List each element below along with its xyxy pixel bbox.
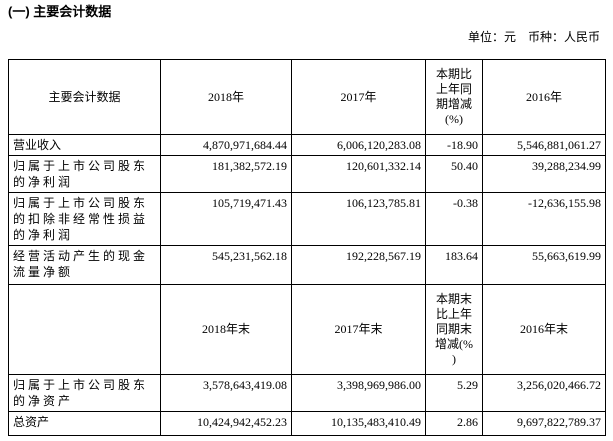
table-row-total-assets: 总资产 10,424,942,452.23 10,135,483,410.49 … <box>8 411 606 436</box>
value-2017-end: 3,398,969,986.00 <box>291 374 426 412</box>
header-end-change-pct: 本期末 比上年 同期末 增减(% ) <box>425 284 483 375</box>
table-row-net-profit: 归属于上市公司股东 的净利润 181,382,572.19 120,601,33… <box>8 155 606 193</box>
value-change-pct: 183.64 <box>425 245 483 285</box>
table-row-operating-revenue: 营业收入 4,870,971,684.44 6,006,120,283.08 -… <box>8 134 606 156</box>
header-change-pct: 本期比 上年同 期增减 (%) <box>425 59 483 135</box>
value-2017-end: 10,135,483,410.49 <box>291 411 426 436</box>
period-end-header-row: 2018年末 2017年末 本期末 比上年 同期末 增减(% ) 2016年末 <box>8 284 606 375</box>
value-2016-end: 9,697,822,789.37 <box>482 411 606 436</box>
value-2018: 545,231,562.18 <box>160 245 292 285</box>
value-change-pct: -0.38 <box>425 192 483 246</box>
header-2017: 2017年 <box>291 59 426 135</box>
value-2017: 106,123,785.81 <box>291 192 426 246</box>
table-row-net-profit-excl-nonrecurring: 归属于上市公司股东 的扣除非经常性损益 的净利润 105,719,471.43 … <box>8 192 606 246</box>
header-2018: 2018年 <box>160 59 292 135</box>
value-2017: 6,006,120,283.08 <box>291 134 426 156</box>
metric-label: 营业收入 <box>8 134 161 156</box>
header-metric-label-empty <box>8 284 161 375</box>
main-accounting-table: 主要会计数据 2018年 2017年 本期比 上年同 期增减 (%) 2016年… <box>8 59 606 436</box>
metric-label: 归属于上市公司股东 的扣除非经常性损益 的净利润 <box>8 192 161 246</box>
value-2018: 4,870,971,684.44 <box>160 134 292 156</box>
metric-label: 归属于上市公司股东 的净资产 <box>8 374 161 412</box>
value-2017: 192,228,567.19 <box>291 245 426 285</box>
value-2018: 105,719,471.43 <box>160 192 292 246</box>
value-change-pct: -18.90 <box>425 134 483 156</box>
table-row-net-assets: 归属于上市公司股东 的净资产 3,578,643,419.08 3,398,96… <box>8 374 606 412</box>
period-header-row: 主要会计数据 2018年 2017年 本期比 上年同 期增减 (%) 2016年 <box>8 59 606 135</box>
metric-label: 总资产 <box>8 411 161 436</box>
value-2016-end: 3,256,020,466.72 <box>482 374 606 412</box>
value-2018: 181,382,572.19 <box>160 155 292 193</box>
header-2018-end: 2018年末 <box>160 284 292 375</box>
value-2018-end: 3,578,643,419.08 <box>160 374 292 412</box>
header-2017-end: 2017年末 <box>291 284 426 375</box>
header-metric-label: 主要会计数据 <box>8 59 161 135</box>
header-2016: 2016年 <box>482 59 606 135</box>
value-change-pct: 2.86 <box>425 411 483 436</box>
header-2016-end: 2016年末 <box>482 284 606 375</box>
value-2017: 120,601,332.14 <box>291 155 426 193</box>
value-2016: 5,546,881,061.27 <box>482 134 606 156</box>
value-2016: 39,288,234.99 <box>482 155 606 193</box>
section-title: (一) 主要会计数据 <box>8 4 112 19</box>
metric-label: 经营活动产生的现金 流量净额 <box>8 245 161 285</box>
value-change-pct: 5.29 <box>425 374 483 412</box>
metric-label: 归属于上市公司股东 的净利润 <box>8 155 161 193</box>
value-2018-end: 10,424,942,452.23 <box>160 411 292 436</box>
value-2016: -12,636,155.98 <box>482 192 606 246</box>
table-row-operating-cash-flow: 经营活动产生的现金 流量净额 545,231,562.18 192,228,56… <box>8 245 606 285</box>
value-change-pct: 50.40 <box>425 155 483 193</box>
unit-currency-note: 单位：元 币种：人民币 <box>467 30 600 44</box>
value-2016: 55,663,619.99 <box>482 245 606 285</box>
